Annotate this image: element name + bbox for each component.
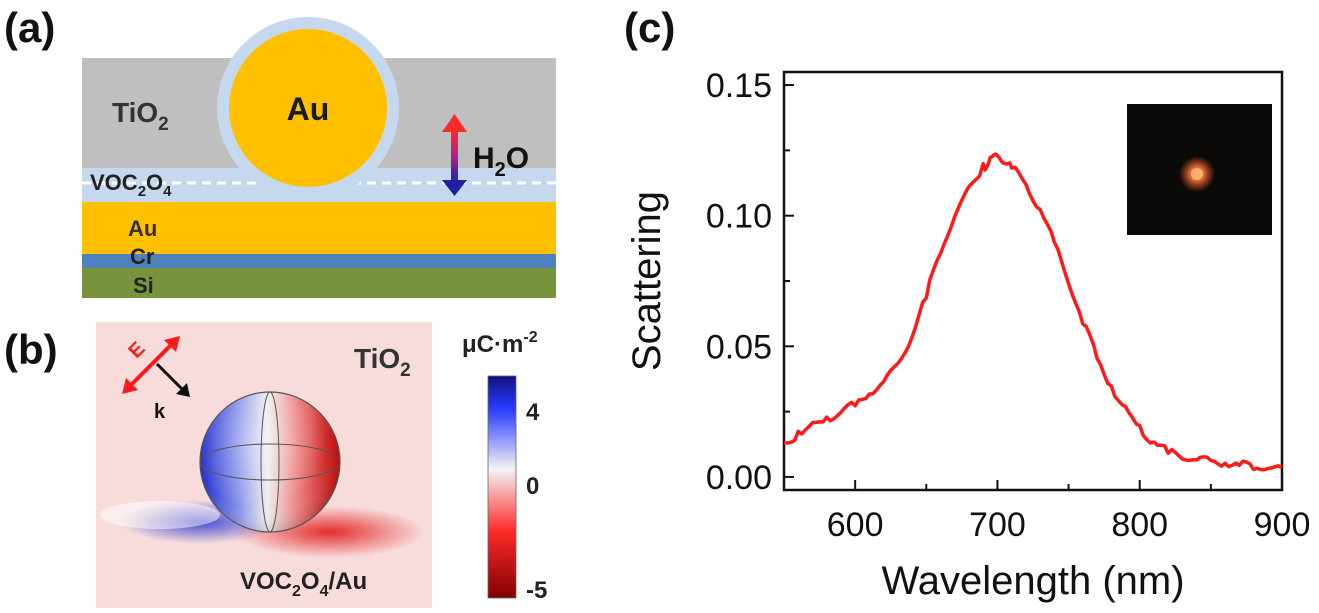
si-label: Si	[133, 273, 154, 298]
cr-label: Cr	[130, 244, 155, 269]
au-nanoparticle	[229, 29, 387, 187]
y-tick-label: 0.15	[706, 67, 772, 105]
water-label: H2O	[473, 142, 529, 181]
panel-c-chart: 600 700 800 900 0.00 0.05 0.10 0.15 Wavelength…	[625, 67, 1310, 603]
x-tick-label: 600	[827, 506, 884, 544]
x-tick-labels: 600 700 800 900	[827, 506, 1311, 544]
scattering-spectrum-line	[783, 152, 1283, 472]
colorbar-tick-min: -5	[526, 577, 547, 604]
panel-c-label: (c)	[624, 4, 676, 51]
colorbar-gradient	[487, 375, 517, 599]
panel-a-label: (a)	[4, 4, 56, 51]
cr-layer	[82, 254, 556, 268]
au-film	[82, 202, 556, 254]
au-particle-label: Au	[287, 91, 330, 127]
k-label: k	[154, 401, 166, 423]
y-tick-labels: 0.00 0.05 0.10 0.15	[706, 67, 772, 497]
tio2-label-b: TiO2	[354, 343, 411, 381]
x-axis-label: Wavelength (nm)	[881, 559, 1184, 603]
charge-sphere	[199, 391, 341, 533]
k-vector-arrow-icon	[155, 362, 190, 397]
e-field-arrow-icon	[122, 336, 180, 394]
tick-marks	[783, 84, 1283, 490]
water-arrow-icon	[442, 114, 467, 196]
si-layer	[82, 268, 556, 298]
substrate-label: VOC2O4/Au	[240, 568, 367, 600]
colorbar: μC·m-2 4 0 -5	[462, 329, 547, 604]
voc-label: VOC2O4	[90, 170, 172, 200]
y-tick-label: 0.10	[706, 198, 772, 236]
x-tick-label: 700	[969, 506, 1026, 544]
colorbar-tick-max: 4	[526, 399, 540, 426]
colorbar-unit: μC·m-2	[462, 329, 538, 358]
panel-a-schematic: TiO2 Au H2O VOC2O4 Au Cr Si	[82, 17, 556, 298]
colorbar-tick-zero: 0	[526, 473, 539, 500]
y-tick-label: 0.05	[706, 328, 772, 366]
tio2-label: TiO2	[112, 97, 169, 135]
panel-b-field-map: E k TiO2 VOC2O4/Au	[96, 322, 432, 608]
au-film-label: Au	[128, 216, 157, 241]
x-tick-label: 900	[1254, 506, 1311, 544]
panel-b-label: (b)	[4, 326, 58, 373]
y-axis-label: Scattering	[625, 191, 669, 371]
dark-field-inset-image	[1127, 104, 1272, 235]
x-tick-label: 800	[1111, 506, 1168, 544]
y-tick-label: 0.00	[706, 459, 772, 497]
